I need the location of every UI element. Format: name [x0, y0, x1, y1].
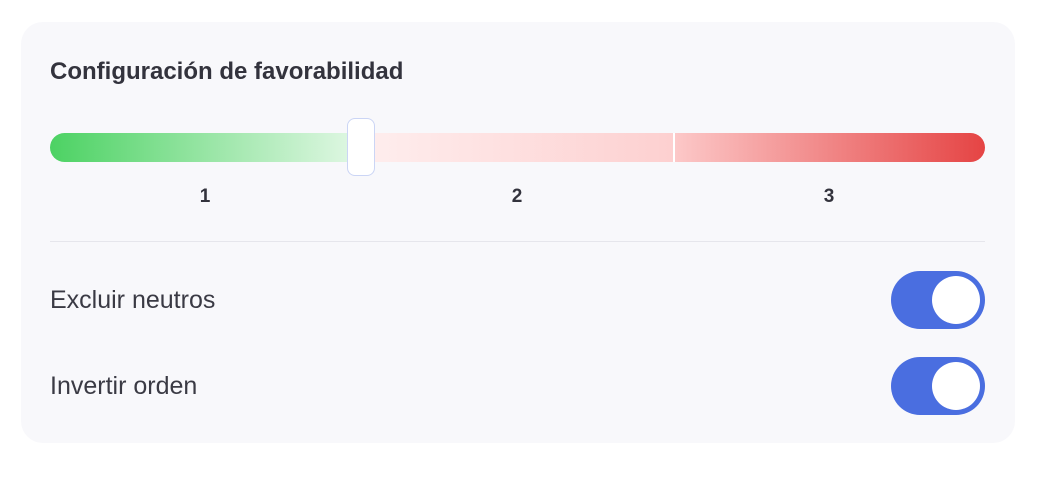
divider	[50, 241, 985, 242]
slider-label-3: 3	[823, 186, 835, 207]
segment-3	[675, 133, 985, 162]
exclude-neutrals-toggle[interactable]	[891, 271, 985, 329]
favorability-slider-track[interactable]	[50, 133, 985, 162]
toggle-knob	[932, 276, 980, 324]
option-label: Excluir neutros	[50, 285, 216, 314]
segment-2	[362, 133, 675, 162]
slider-label-2: 2	[511, 186, 523, 207]
option-invert-order: Invertir orden	[50, 357, 985, 415]
option-exclude-neutrals: Excluir neutros	[50, 271, 985, 329]
invert-order-toggle[interactable]	[891, 357, 985, 415]
card-title: Configuración de favorabilidad	[50, 58, 404, 85]
favorability-settings-card: Configuración de favorabilidad 1 2 3 Exc…	[21, 22, 1015, 443]
option-label: Invertir orden	[50, 371, 198, 400]
segment-1	[50, 133, 362, 162]
slider-handle[interactable]	[347, 118, 375, 176]
toggle-knob	[932, 362, 980, 410]
slider-label-1: 1	[199, 186, 211, 207]
